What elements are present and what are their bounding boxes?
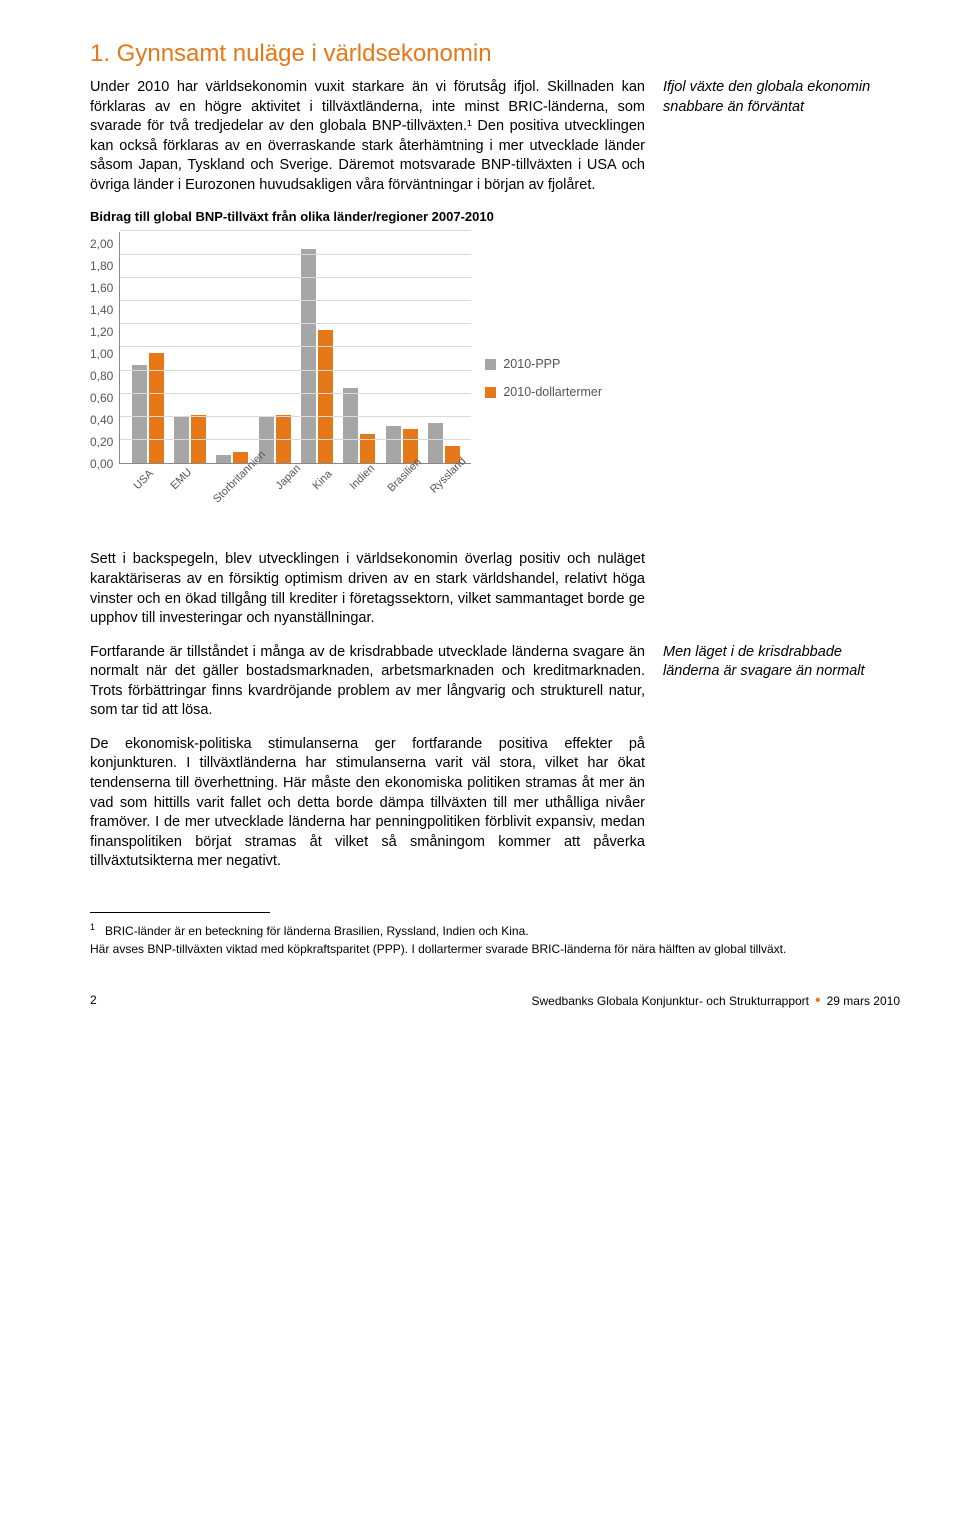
footnote-marker: 1 bbox=[90, 922, 95, 932]
chart-y-tick: 1,00 bbox=[90, 348, 113, 360]
chart-legend-item: 2010-PPP bbox=[485, 357, 650, 371]
page-footer: 2 Swedbanks Globala Konjunktur- och Stru… bbox=[90, 993, 900, 1009]
chart-y-tick: 0,20 bbox=[90, 436, 113, 448]
chart-y-tick: 0,40 bbox=[90, 414, 113, 426]
legend-swatch-icon bbox=[485, 387, 496, 398]
footnote-separator bbox=[90, 912, 270, 913]
chart-bar bbox=[318, 330, 333, 463]
chart-bar bbox=[216, 455, 231, 463]
footer-publication: Swedbanks Globala Konjunktur- och Strukt… bbox=[532, 994, 809, 1008]
footnote-line1: BRIC-länder är en beteckning för ländern… bbox=[105, 924, 529, 938]
legend-swatch-icon bbox=[485, 359, 496, 370]
chart-y-axis: 2,00 1,80 1,60 1,40 1,20 1,00 0,80 0,60 0,40 0,20… bbox=[90, 232, 119, 464]
chart-legend-item: 2010-dollartermer bbox=[485, 385, 650, 399]
chart-x-axis: USAEMUStorbritannienJapanKinaIndienBrasi… bbox=[119, 464, 471, 524]
paragraph-3: Fortfarande är tillståndet i många av de… bbox=[90, 643, 645, 721]
bnp-chart: 2,00 1,80 1,60 1,40 1,20 1,00 0,80 0,60 0,40 0,20… bbox=[90, 232, 650, 524]
legend-label: 2010-PPP bbox=[503, 357, 560, 371]
footnote-line2: Här avses BNP-tillväxten viktad med köpk… bbox=[90, 942, 786, 956]
page-heading: 1. Gynnsamt nuläge i världsekonomin bbox=[90, 40, 900, 68]
chart-legend: 2010-PPP 2010-dollartermer bbox=[471, 232, 650, 524]
chart-bar bbox=[343, 388, 358, 463]
footnote: 1 BRIC-länder är en beteckning för lände… bbox=[90, 921, 900, 959]
chart-y-tick: 1,60 bbox=[90, 282, 113, 294]
chart-y-tick: 1,20 bbox=[90, 326, 113, 338]
paragraph-2: Sett i backspegeln, blev utvecklingen i … bbox=[90, 550, 645, 628]
chart-bar bbox=[132, 365, 147, 464]
sidenote-1: Ifjol växte den globala ekonomin snabbar… bbox=[663, 78, 900, 117]
chart-y-tick: 0,80 bbox=[90, 370, 113, 382]
chart-y-tick: 2,00 bbox=[90, 238, 113, 250]
bullet-icon: • bbox=[815, 993, 821, 1009]
chart-bar-group bbox=[338, 388, 380, 463]
footer-date: 29 mars 2010 bbox=[827, 994, 900, 1008]
chart-y-tick: 0,00 bbox=[90, 458, 113, 470]
chart-bar-group bbox=[296, 249, 338, 464]
chart-y-tick: 0,60 bbox=[90, 392, 113, 404]
chart-bar bbox=[428, 423, 443, 464]
legend-label: 2010-dollartermer bbox=[503, 385, 602, 399]
chart-title: Bidrag till global BNP-tillväxt från oli… bbox=[90, 209, 900, 224]
sidenote-2: Men läget i de krisdrabbade länderna är … bbox=[663, 643, 900, 682]
paragraph-4: De ekonomisk-politiska stimulanserna ger… bbox=[90, 735, 645, 872]
chart-bar bbox=[386, 426, 401, 463]
chart-y-tick: 1,80 bbox=[90, 260, 113, 272]
chart-plot-area bbox=[119, 232, 471, 464]
chart-y-tick: 1,40 bbox=[90, 304, 113, 316]
chart-bar bbox=[301, 249, 316, 464]
footer-page-number: 2 bbox=[90, 993, 97, 1009]
paragraph-1: Under 2010 har världsekonomin vuxit star… bbox=[90, 78, 645, 195]
